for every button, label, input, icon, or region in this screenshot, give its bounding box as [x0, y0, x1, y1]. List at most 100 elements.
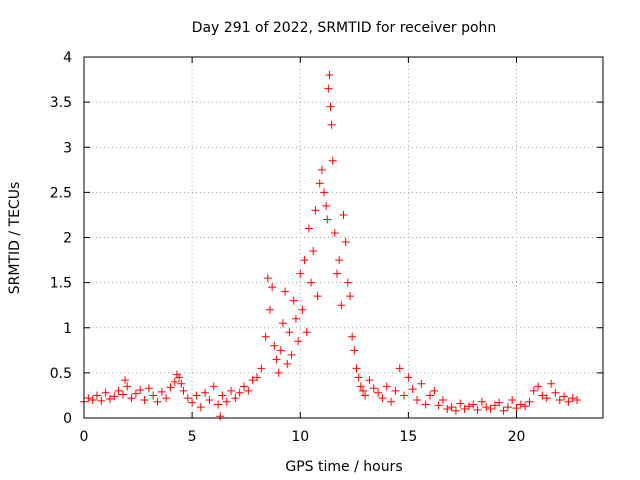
data-point [361, 391, 370, 400]
data-point [325, 71, 334, 80]
data-point [345, 292, 354, 301]
data-point [218, 391, 227, 400]
data-point [404, 373, 413, 382]
y-tick-label: 1 [63, 321, 72, 337]
data-point [395, 364, 404, 373]
data-point [317, 165, 326, 174]
data-point [92, 391, 101, 400]
data-point [175, 373, 184, 382]
data-point [140, 395, 149, 404]
data-point [235, 388, 244, 397]
data-point [521, 402, 530, 411]
data-point [311, 206, 320, 215]
data-point [460, 404, 469, 413]
data-point [192, 391, 201, 400]
data-point [568, 394, 577, 403]
data-point [283, 359, 292, 368]
data-point [335, 256, 344, 265]
data-point [166, 383, 175, 392]
data-point [350, 346, 359, 355]
data-point [304, 224, 313, 233]
data-point [447, 403, 456, 412]
data-point [287, 350, 296, 359]
data-point [438, 395, 447, 404]
data-point [538, 391, 547, 400]
data-point [285, 328, 294, 337]
data-point [278, 319, 287, 328]
data-point [341, 238, 350, 247]
data-point [421, 400, 430, 409]
data-point [451, 406, 460, 415]
data-point [503, 403, 512, 412]
data-point [486, 404, 495, 413]
data-point [542, 394, 551, 403]
data-points [80, 71, 582, 421]
data-point [369, 384, 378, 393]
data-point [320, 188, 329, 197]
axis-ticks: 0 0.5 1 1.5 2 2.5 3 3.5 4 0 5 10 15 20 [50, 50, 603, 445]
data-point [272, 355, 281, 364]
data-point [525, 397, 534, 406]
x-tick-label: 0 [80, 429, 89, 445]
data-point [573, 395, 582, 404]
data-point [153, 397, 162, 406]
data-point [209, 382, 218, 391]
data-point [296, 269, 305, 278]
data-point [298, 305, 307, 314]
y-tick-label: 1.5 [50, 276, 72, 292]
data-point [408, 385, 417, 394]
data-point [313, 292, 322, 301]
data-point [183, 394, 192, 403]
data-point [227, 386, 236, 395]
y-tick-label: 3 [63, 140, 72, 156]
data-point [222, 397, 231, 406]
data-point [248, 376, 257, 385]
data-point [564, 397, 573, 406]
data-point [430, 386, 439, 395]
data-point [443, 404, 452, 413]
data-point [205, 395, 214, 404]
data-point [516, 400, 525, 409]
data-point [560, 392, 569, 401]
data-point [378, 394, 387, 403]
data-point [240, 382, 249, 391]
data-point [110, 392, 119, 401]
data-point [413, 395, 422, 404]
data-point [330, 228, 339, 237]
data-point [101, 388, 110, 397]
x-tick-label: 5 [188, 429, 197, 445]
data-point [265, 305, 274, 314]
data-point [131, 389, 140, 398]
data-point [490, 401, 499, 410]
data-point [300, 256, 309, 265]
y-axis-label: SRMTID / TECUs [7, 182, 23, 295]
data-point [307, 278, 316, 287]
data-point [214, 400, 223, 409]
data-point [382, 382, 391, 391]
data-point [157, 387, 166, 396]
data-point [473, 405, 482, 414]
data-point [196, 403, 205, 412]
data-point [322, 201, 331, 210]
data-point [391, 386, 400, 395]
data-point [118, 390, 127, 399]
x-tick-label: 15 [399, 429, 417, 445]
data-point [555, 395, 564, 404]
data-point [434, 401, 443, 410]
data-point [291, 314, 300, 323]
data-point [417, 379, 426, 388]
y-tick-label: 2 [63, 231, 72, 247]
data-point [136, 386, 145, 395]
data-point [170, 377, 179, 386]
data-point [354, 373, 363, 382]
data-point [281, 287, 290, 296]
data-point [323, 215, 332, 224]
x-tick-label: 20 [508, 429, 526, 445]
data-point [356, 382, 365, 391]
data-point [333, 269, 342, 278]
data-point [374, 388, 383, 397]
data-point [84, 394, 93, 403]
data-point [328, 156, 337, 165]
data-point [309, 247, 318, 256]
data-point [343, 278, 352, 287]
